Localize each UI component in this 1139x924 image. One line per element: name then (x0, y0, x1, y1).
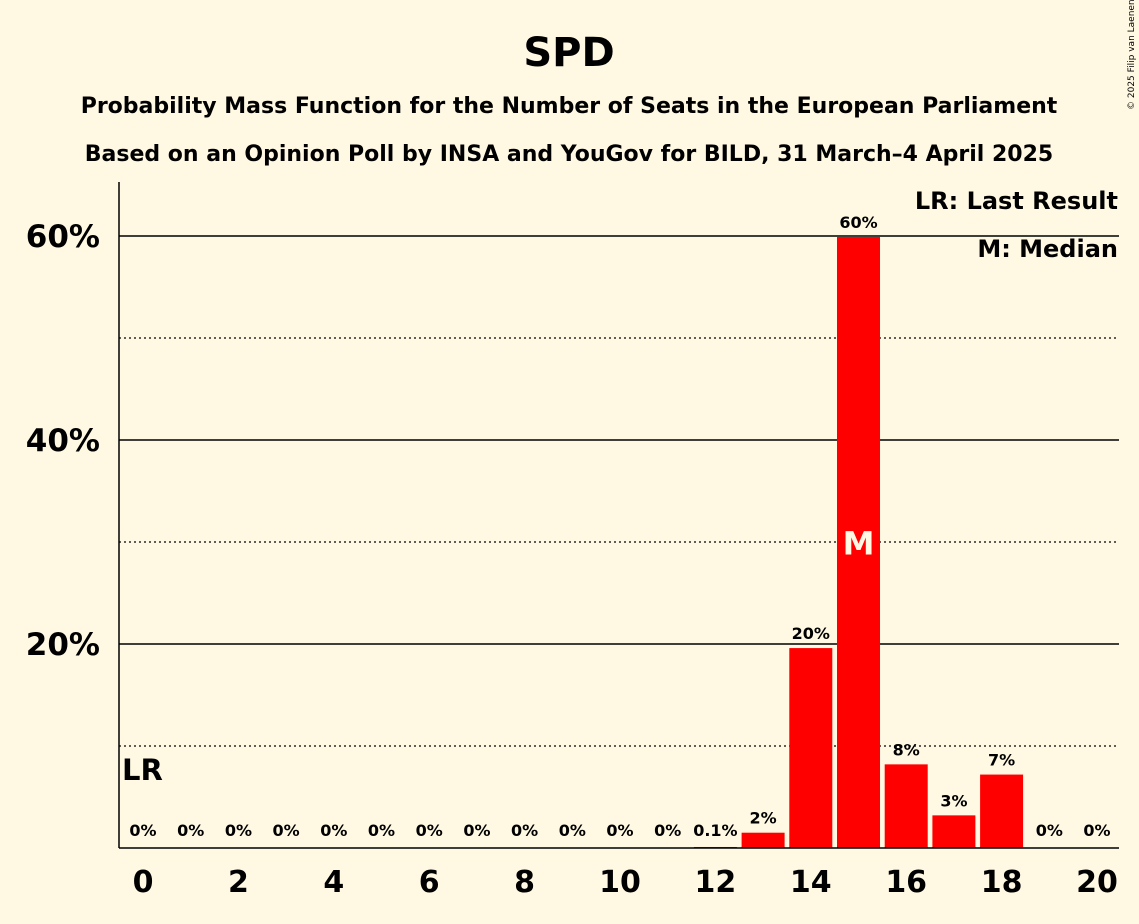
data-label-seat-4: 0% (320, 821, 347, 840)
y-tick-labels: 20% 40% 60% (26, 219, 100, 663)
bar-seat-13 (741, 832, 785, 848)
y-tick-label: 60% (26, 219, 100, 255)
data-label-seat-3: 0% (273, 821, 300, 840)
bar-seat-15 (837, 237, 880, 848)
data-label-seat-16: 8% (893, 740, 920, 759)
data-label-seat-15: 60% (839, 213, 877, 232)
data-label-seat-20: 0% (1083, 821, 1110, 840)
data-label-seat-7: 0% (463, 821, 490, 840)
gridlines (119, 235, 1119, 747)
data-label-seat-1: 0% (177, 821, 204, 840)
x-tick-label: 16 (885, 865, 927, 900)
chart-subtitle-line-1: Probability Mass Function for the Number… (81, 94, 1058, 119)
bar-seat-18 (980, 774, 1024, 848)
y-tick-label: 40% (26, 423, 100, 459)
legend-last-result: LR: Last Result (915, 187, 1118, 215)
x-tick-label: 14 (790, 865, 832, 900)
x-tick-label: 2 (228, 865, 249, 900)
x-tick-label: 18 (981, 865, 1023, 900)
x-tick-label: 6 (419, 865, 440, 900)
x-tick-label: 8 (514, 865, 535, 900)
data-label-seat-6: 0% (416, 821, 443, 840)
legend-median: M: Median (977, 235, 1118, 263)
data-label-seat-18: 7% (988, 751, 1015, 770)
bar-seat-17 (932, 815, 976, 848)
x-tick-label: 20 (1076, 865, 1118, 900)
data-label-seat-13: 2% (750, 809, 777, 828)
data-label-seat-2: 0% (225, 821, 252, 840)
data-label-seat-9: 0% (559, 821, 586, 840)
data-labels: 0% 0% 0% 0% 0% 0% 0% 0% 0% 0% 0% 0% 0.1% 2% 20% 60% 8% 3%… (129, 213, 1110, 840)
x-tick-label: 0 (133, 865, 154, 900)
data-label-seat-10: 0% (606, 821, 633, 840)
x-tick-labels: 0 2 4 6 8 10 12 14 16 18 20 (133, 865, 1118, 900)
chart-subtitle-line-2: Based on an Opinion Poll by INSA and You… (85, 142, 1053, 167)
data-label-seat-0: 0% (129, 821, 156, 840)
chart-title: SPD (523, 30, 614, 76)
bar-seat-16 (884, 764, 928, 848)
x-tick-label: 4 (323, 865, 344, 900)
data-label-seat-5: 0% (368, 821, 395, 840)
data-label-seat-12: 0.1% (693, 821, 737, 840)
x-tick-label: 10 (599, 865, 641, 900)
last-result-marker: LR (122, 753, 163, 787)
data-label-seat-19: 0% (1036, 821, 1063, 840)
data-label-seat-8: 0% (511, 821, 538, 840)
median-marker: M (843, 525, 875, 563)
copyright-notice: © 2025 Filip van Laenen (1127, 0, 1137, 110)
bar-seat-14 (789, 648, 833, 848)
data-label-seat-11: 0% (654, 821, 681, 840)
data-label-seat-14: 20% (792, 624, 830, 643)
data-label-seat-17: 3% (940, 791, 967, 810)
x-tick-label: 12 (695, 865, 737, 900)
y-tick-label: 20% (26, 627, 100, 663)
bars (693, 237, 1024, 848)
